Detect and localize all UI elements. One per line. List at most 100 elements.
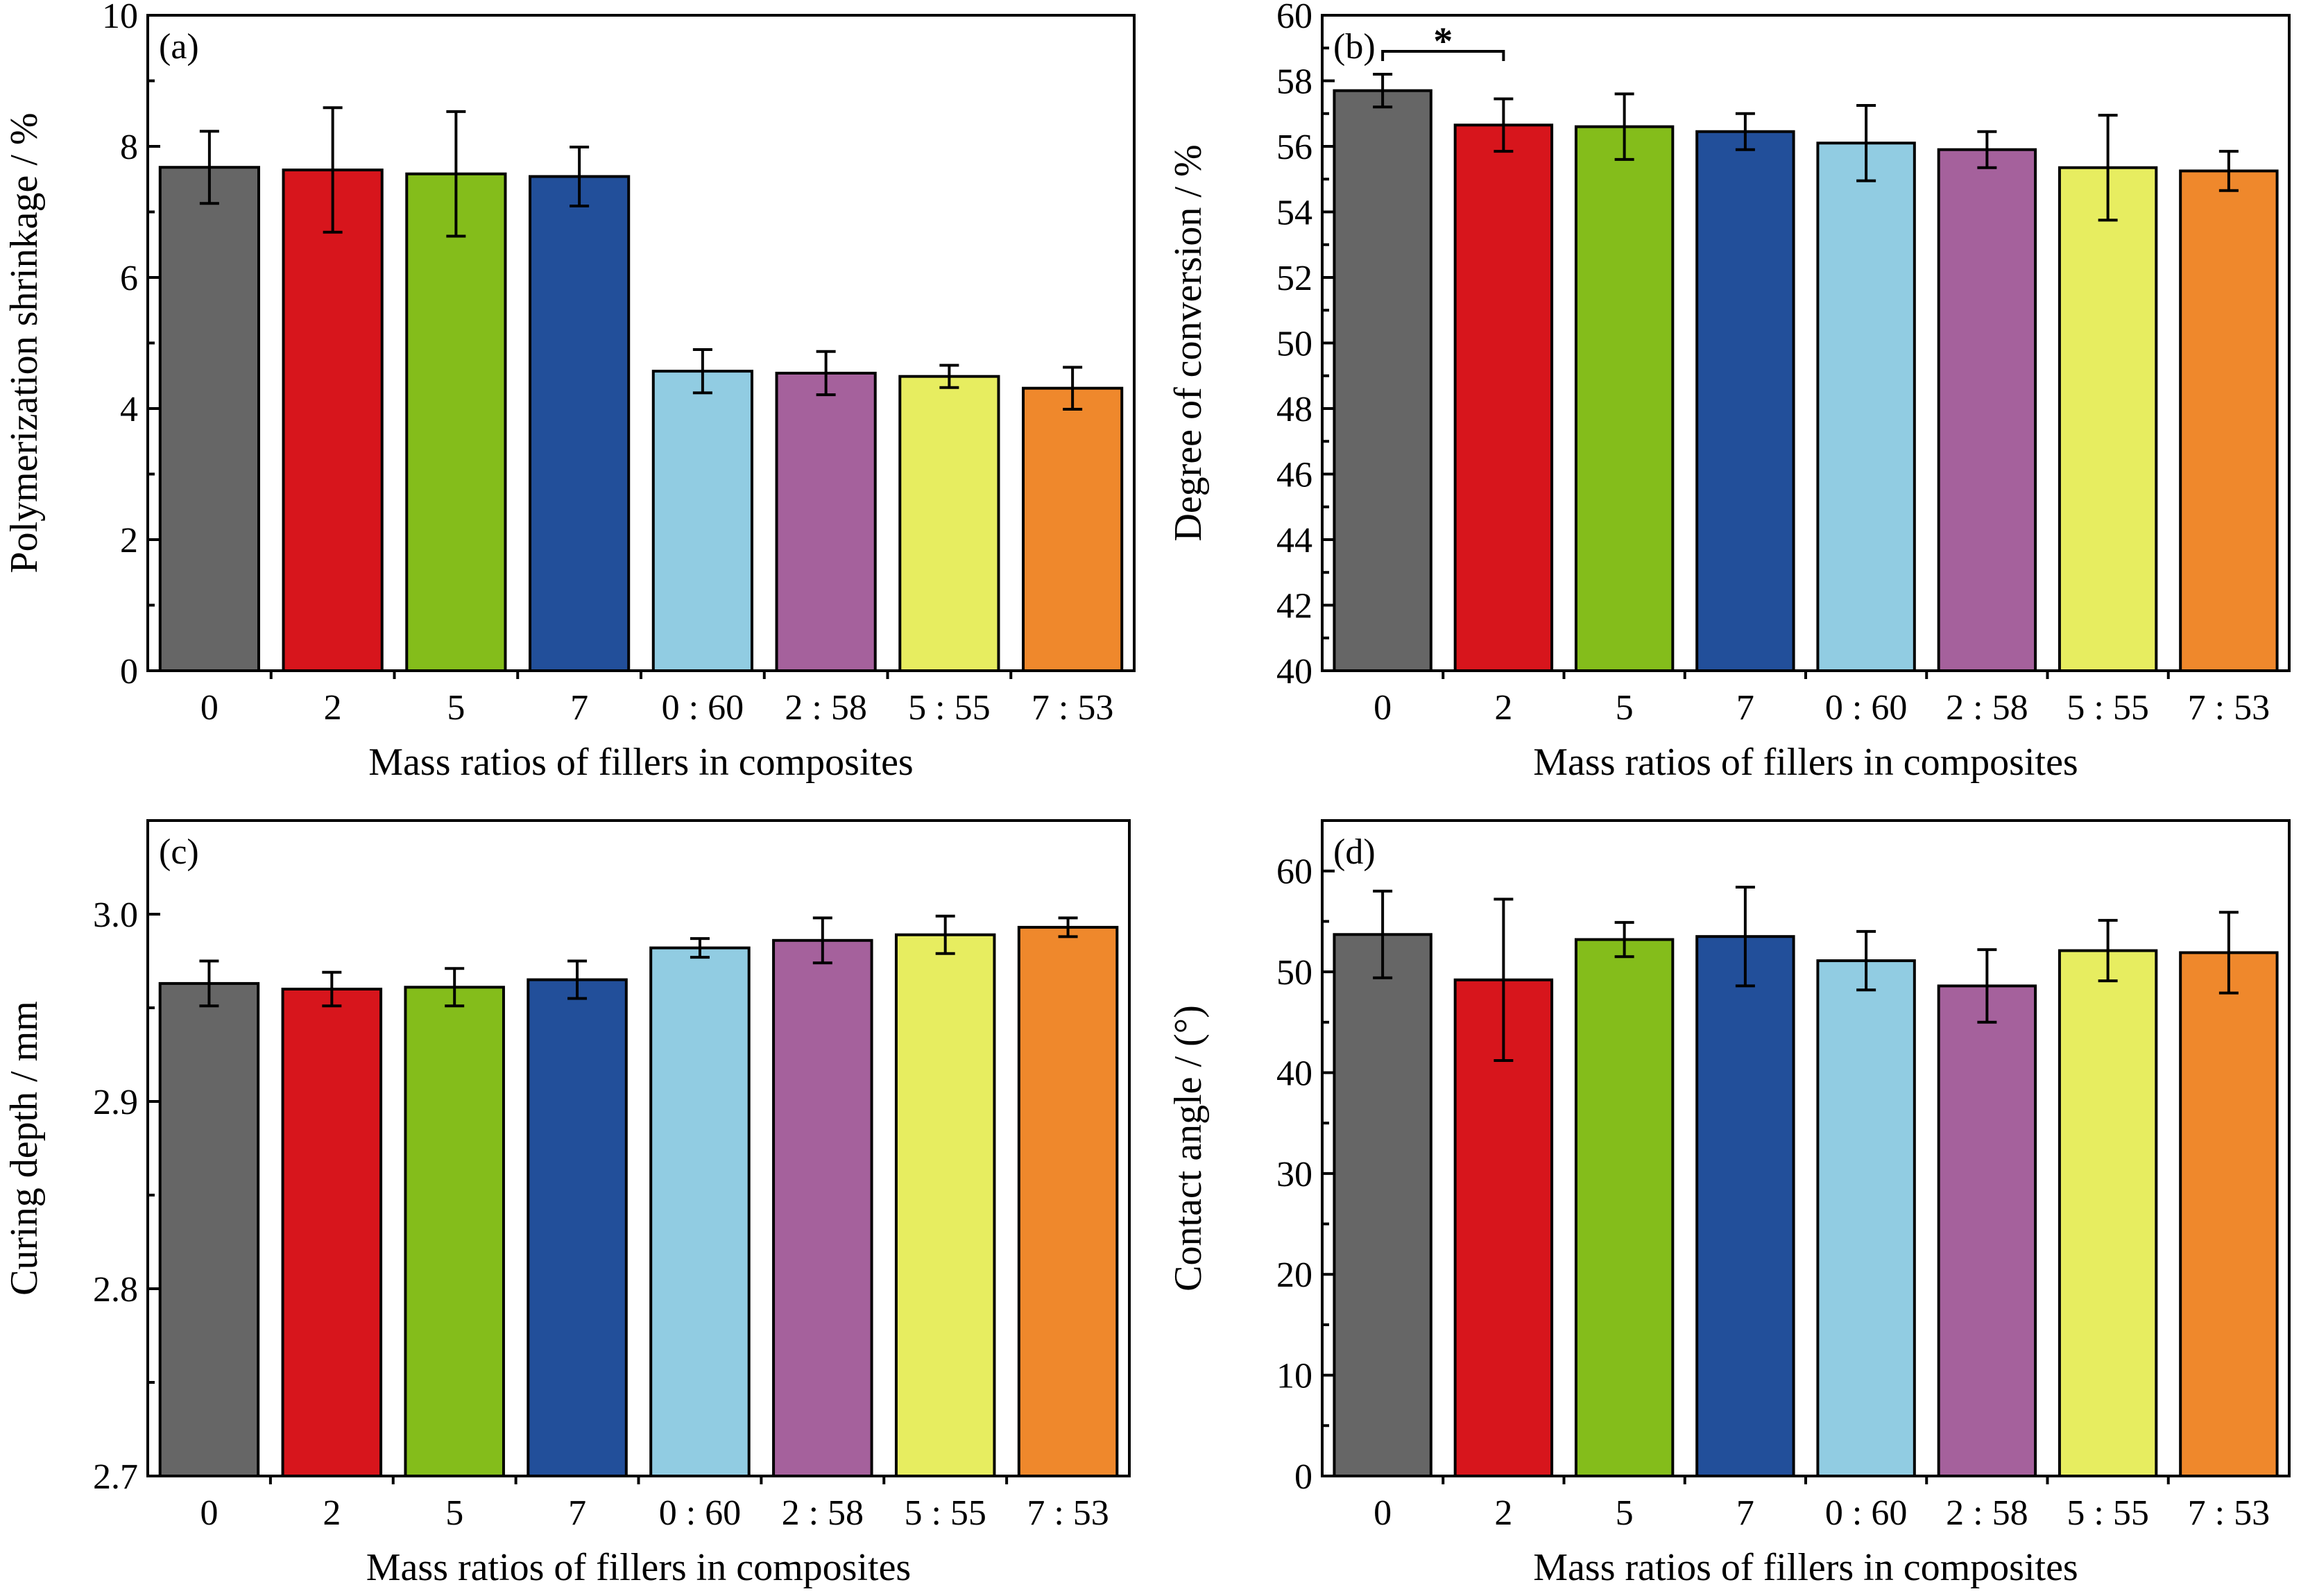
- x-tick-label: 2: [324, 688, 342, 728]
- bar-7: [2179, 169, 2279, 672]
- y-tick-label: 20: [1276, 1255, 1312, 1295]
- bar-4: [1816, 959, 1916, 1477]
- significance-marker: *: [1433, 20, 1453, 63]
- y-tick-label: 10: [1276, 1357, 1312, 1396]
- bar-4: [649, 946, 751, 1477]
- x-axis-title: Mass ratios of fillers in composites: [1533, 1546, 2078, 1589]
- y-tick-label: 60: [1276, 852, 1312, 892]
- bar-0: [158, 981, 260, 1477]
- y-tick-label: 50: [1276, 953, 1312, 993]
- y-axis-title: Polymerization shrinkage / %: [3, 112, 46, 573]
- bar-3: [1695, 935, 1795, 1477]
- panel-label: (c): [159, 832, 199, 872]
- bar-5: [772, 938, 873, 1478]
- panel-b: 40 42 44 46 48 50 52 54 56 58 60 0 2 5 7 0 : 60 2 : 58 5 …: [1167, 0, 2291, 784]
- x-tick-label: 7 : 53: [2188, 1493, 2270, 1533]
- x-tick-label: 5 : 55: [2067, 688, 2148, 728]
- bar-2: [1574, 125, 1675, 672]
- y-tick-label: 54: [1276, 194, 1312, 233]
- bar-6: [898, 375, 1000, 672]
- y-tick-label: 8: [120, 128, 138, 167]
- x-tick-label: 5 : 55: [2067, 1493, 2148, 1533]
- x-tick-label: 0 : 60: [659, 1493, 741, 1533]
- bar-6: [2058, 166, 2158, 672]
- x-tick-label: 2 : 58: [782, 1493, 864, 1533]
- bar-1: [1453, 123, 1554, 673]
- x-tick-label: 2: [323, 1493, 341, 1533]
- x-axis-title: Mass ratios of fillers in composites: [1533, 741, 2078, 784]
- x-tick-label: 7: [1736, 1493, 1754, 1533]
- bar-6: [894, 933, 996, 1477]
- x-tick-label: 7 : 53: [1032, 688, 1113, 728]
- y-tick-label: 30: [1276, 1155, 1312, 1194]
- y-tick-label: 0: [1294, 1457, 1312, 1497]
- y-tick-label: 42: [1276, 587, 1312, 626]
- y-tick-label: 6: [120, 259, 138, 298]
- x-tick-label: 5 : 55: [908, 688, 990, 728]
- bar-0: [158, 166, 260, 673]
- x-tick-label: 2: [1494, 688, 1512, 728]
- x-tick-label: 0: [1374, 688, 1392, 728]
- y-axis-title: Contact angle / (°): [1167, 1005, 1210, 1292]
- y-tick-label: 50: [1276, 325, 1312, 364]
- x-axis-title: Mass ratios of fillers in composites: [366, 1546, 911, 1589]
- x-tick-label: 0 : 60: [662, 688, 744, 728]
- bar-4: [1816, 141, 1916, 672]
- x-tick-label: 2 : 58: [1946, 1493, 2028, 1533]
- x-tick-label: 5 : 55: [904, 1493, 986, 1533]
- y-tick-label: 46: [1276, 456, 1312, 495]
- y-tick-label: 48: [1276, 390, 1312, 429]
- bar-2: [405, 172, 507, 672]
- bar-3: [1695, 130, 1795, 673]
- y-tick-label: 2.8: [93, 1270, 138, 1310]
- y-tick-label: 2.7: [93, 1457, 138, 1497]
- bar-1: [1453, 978, 1554, 1477]
- panel-label: (b): [1333, 27, 1376, 67]
- panel-a: 0 2 4 6 8 10 0 2 5 7 0 : 60 2 : 58 5 : 55 7 : 53 Mass …: [3, 0, 1136, 784]
- y-tick-label: 58: [1276, 62, 1312, 102]
- bar-7: [1022, 386, 1124, 673]
- significance-bracket: [1381, 49, 1505, 61]
- y-tick-label: 3.0: [93, 895, 138, 935]
- x-tick-label: 2 : 58: [785, 688, 866, 728]
- bar-0: [1333, 933, 1432, 1478]
- y-tick-label: 10: [102, 0, 138, 36]
- bar-5: [1937, 984, 2037, 1477]
- bar-6: [2058, 949, 2158, 1477]
- y-tick-label: 60: [1276, 0, 1312, 36]
- panel-label: (a): [159, 27, 199, 67]
- y-tick-label: 2.9: [93, 1083, 138, 1122]
- y-tick-label: 2: [120, 521, 138, 560]
- panel-c: 2.7 2.8 2.9 3.0 0 2 5 7 0 : 60 2 : 58 5 : 55 7 : 53…: [3, 819, 1131, 1589]
- x-tick-label: 2 : 58: [1946, 688, 2028, 728]
- y-axis-title: Degree of conversion / %: [1167, 144, 1210, 541]
- bar-3: [529, 175, 631, 673]
- x-tick-label: 5: [1616, 1493, 1634, 1533]
- bar-5: [1937, 148, 2037, 673]
- panel-label: (d): [1333, 832, 1376, 872]
- x-tick-label: 0 : 60: [1825, 688, 1907, 728]
- x-tick-label: 5: [445, 1493, 463, 1533]
- bar-0: [1333, 89, 1432, 673]
- x-axis-title: Mass ratios of fillers in composites: [368, 741, 913, 784]
- bar-5: [775, 371, 877, 672]
- x-tick-label: 5: [447, 688, 465, 728]
- y-tick-label: 40: [1276, 1054, 1312, 1093]
- x-tick-label: 7: [568, 1493, 586, 1533]
- x-tick-label: 2: [1494, 1493, 1512, 1533]
- bar-1: [282, 169, 384, 672]
- y-tick-label: 4: [120, 390, 138, 429]
- bar-7: [2179, 951, 2279, 1477]
- x-tick-label: 0: [200, 688, 219, 728]
- bar-2: [404, 986, 505, 1478]
- x-tick-label: 0: [1374, 1493, 1392, 1533]
- y-tick-label: 0: [120, 652, 138, 692]
- x-tick-label: 0: [200, 1493, 218, 1533]
- x-tick-label: 0 : 60: [1825, 1493, 1907, 1533]
- bar-2: [1574, 938, 1675, 1477]
- x-tick-label: 7 : 53: [2188, 688, 2270, 728]
- bar-4: [651, 370, 753, 672]
- y-tick-label: 40: [1276, 652, 1312, 692]
- bar-1: [281, 988, 383, 1477]
